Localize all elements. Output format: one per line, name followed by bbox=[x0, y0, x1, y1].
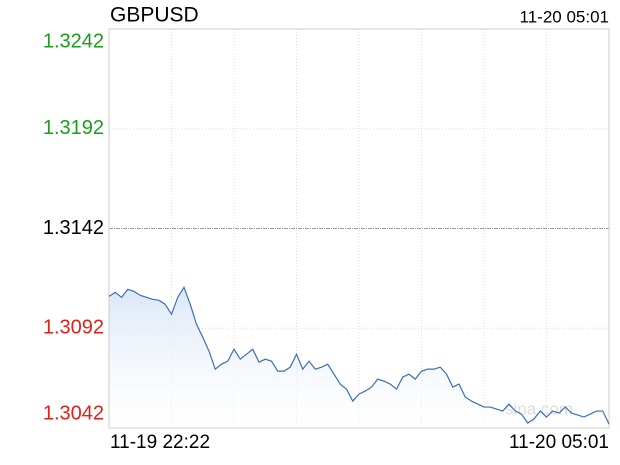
price-line bbox=[108, 285, 610, 425]
plot-frame bbox=[108, 28, 610, 429]
area bbox=[109, 287, 609, 428]
x-tick-label: 11-19 22:22 bbox=[110, 432, 210, 453]
y-tick-label: 1.3092 bbox=[43, 317, 104, 339]
y-tick-label: 1.3042 bbox=[43, 402, 104, 424]
y-tick-label: 1.3142 bbox=[43, 217, 104, 239]
x-tick-label: 11-20 05:01 bbox=[509, 432, 609, 453]
chart-title: GBPUSD bbox=[110, 4, 199, 27]
y-tick-label: 1.3242 bbox=[43, 30, 104, 52]
y-tick-label: 1.3192 bbox=[43, 117, 104, 139]
timestamp: 11-20 05:01 bbox=[520, 7, 609, 26]
